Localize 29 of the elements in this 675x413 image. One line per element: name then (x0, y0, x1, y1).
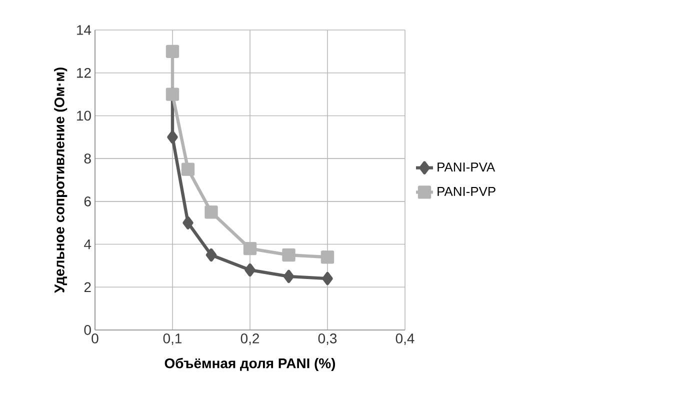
point (243, 242, 257, 256)
y-tick-label: 4 (84, 239, 92, 250)
y-tick-label: 2 (84, 282, 91, 292)
point (206, 248, 217, 262)
point (320, 250, 334, 264)
y-axis-title: Удельное сопротивление (Ом·м) (54, 68, 68, 294)
point (166, 44, 180, 58)
y-tick-label: 0 (84, 325, 91, 335)
point (283, 270, 294, 284)
point (204, 206, 218, 219)
y-tick-label: 8 (84, 154, 91, 164)
point (181, 162, 195, 176)
y-tick-label: 10 (77, 110, 91, 121)
x-tick-label: 0,4 (396, 334, 414, 346)
x-tick-label: 0 (92, 334, 98, 344)
point (182, 216, 194, 230)
point (322, 272, 333, 286)
legend-label: PANI-PVP (438, 186, 496, 196)
point (167, 130, 178, 144)
legend-label: PANI-PVA (438, 162, 496, 172)
x-axis-title: Объёмная доля PANI (%) (164, 358, 336, 372)
x-tick-label: 0,3 (318, 334, 337, 346)
y-tick-label: 14 (77, 25, 92, 35)
point (282, 248, 296, 262)
y-tick-label: 6 (84, 196, 91, 206)
x-tick-label: 0,1 (163, 334, 182, 346)
y-tick-label: 12 (77, 68, 91, 78)
point (244, 263, 256, 277)
x-tick-label: 0,2 (240, 334, 259, 346)
